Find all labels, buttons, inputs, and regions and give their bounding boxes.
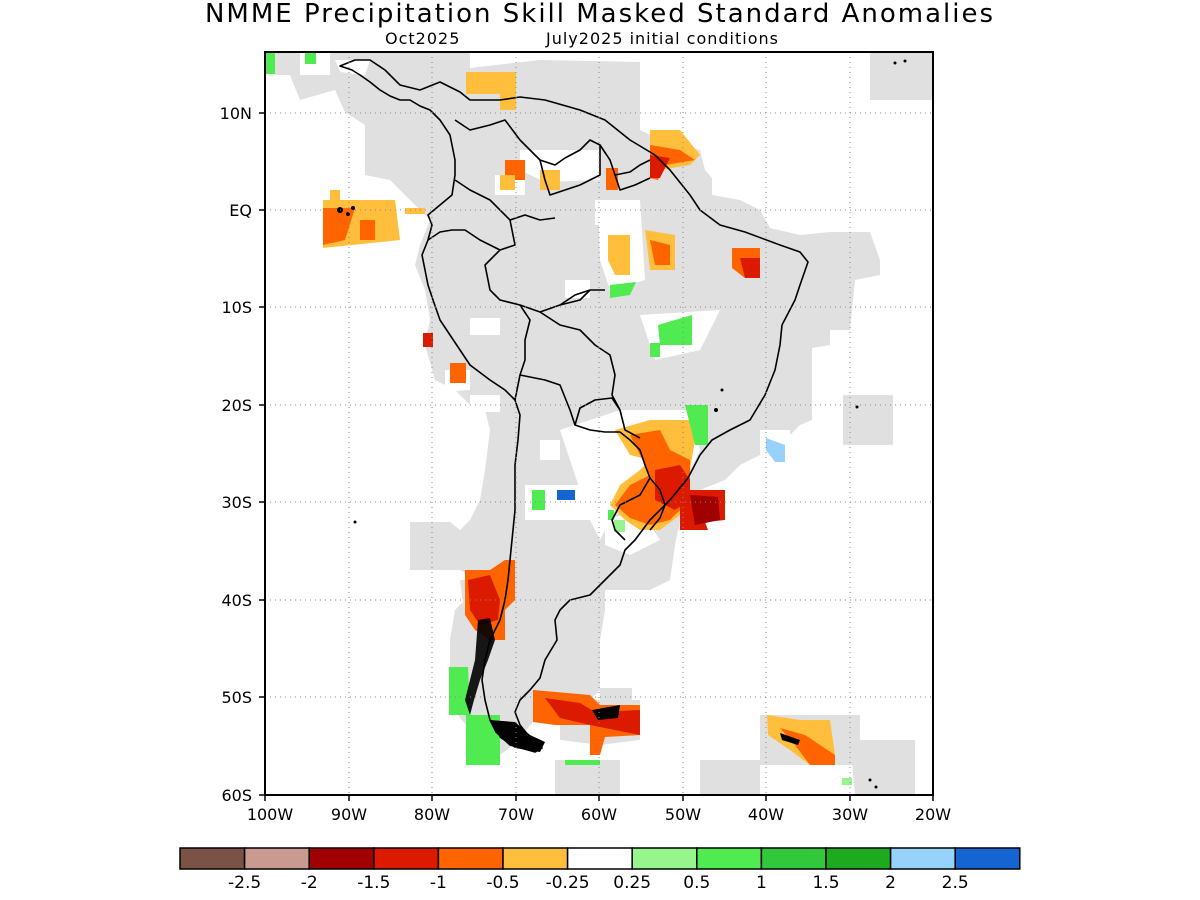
anomaly-patch [614, 520, 625, 532]
anomaly-patches [265, 52, 852, 785]
country-border [519, 374, 620, 433]
colorbar-label: 1 [755, 873, 767, 893]
country-border [559, 289, 605, 306]
anomaly-patch [766, 438, 785, 462]
anomaly-patch [610, 282, 636, 298]
country-border [539, 311, 621, 411]
x-tick-label: 70W [498, 805, 534, 824]
anomaly-patch [360, 220, 375, 240]
x-tick-label: 40W [748, 805, 784, 824]
y-tick-label: 40S [221, 591, 252, 610]
page-title: NMME Precipitation Skill Masked Standard… [204, 0, 996, 29]
anomaly-patch [532, 490, 545, 510]
anomaly-patch [500, 175, 515, 190]
country-border [599, 144, 651, 176]
anomaly-patch [842, 778, 852, 785]
country-border [427, 229, 501, 251]
x-tick-label: 30W [832, 805, 868, 824]
colorbar-swatch [179, 847, 246, 870]
anomaly-patch [468, 575, 500, 625]
anomaly-patch [650, 343, 660, 357]
colorbar-swatch [566, 847, 633, 870]
y-tick-label: 10S [221, 298, 252, 317]
y-tick-label: 10N [220, 104, 252, 123]
anomaly-patch [557, 490, 575, 500]
colorbar-swatch [889, 847, 956, 870]
y-tick-label: 20S [221, 396, 252, 415]
country-border [649, 477, 666, 531]
anomaly-patch [405, 208, 425, 214]
anomaly-patch [780, 728, 835, 765]
colorbar-label: -2 [300, 873, 318, 893]
anomaly-patch [323, 208, 355, 245]
colorbar-swatch [373, 847, 440, 870]
colorbar-swatch [243, 847, 310, 870]
colorbar-swatch [308, 847, 375, 870]
colorbar-swatch [437, 847, 504, 870]
country-border [509, 214, 556, 221]
colorbar-swatch [760, 847, 827, 870]
country-border [454, 179, 591, 313]
colorbar-swatch [954, 847, 1021, 870]
colorbar-swatch [631, 847, 698, 870]
anomaly-patch [330, 190, 340, 200]
initial-conditions-label: July2025 initial conditions [546, 29, 779, 48]
colorbar-label: -1 [429, 873, 447, 893]
anomaly-patch [685, 405, 708, 445]
anomaly-patch [545, 698, 640, 735]
x-tick-label: 50W [665, 805, 701, 824]
anomaly-patch [740, 258, 760, 278]
x-tick-label: 100W [247, 805, 294, 824]
x-tick-labels: 100W 90W 80W 70W 60W 50W 40W 30W 20W [247, 805, 951, 824]
country-border [454, 119, 601, 191]
target-month-label: Oct2025 [385, 29, 461, 48]
country-border [514, 304, 531, 401]
anomaly-patch [608, 235, 630, 275]
colorbar [179, 847, 1021, 870]
chile-archipelago [337, 59, 907, 789]
colorbar-label: -1.5 [357, 873, 391, 893]
country-border [614, 174, 651, 191]
colorbar-label: -2.5 [228, 873, 262, 893]
colorbar-label: -0.25 [545, 873, 590, 893]
colorbar-label: -0.5 [486, 873, 520, 893]
colorbar-label: 0.25 [613, 873, 652, 893]
anomaly-patch [650, 155, 670, 178]
anomaly-patch [265, 52, 275, 74]
y-tick-label: EQ [229, 201, 252, 220]
colorbar-label: 2.5 [941, 873, 969, 893]
anomaly-patch [540, 170, 560, 190]
country-border [574, 397, 641, 439]
colorbar-swatch [696, 847, 763, 870]
anomaly-patch [423, 333, 433, 347]
anomaly-patch [449, 667, 470, 715]
colorbar-label: 0.5 [683, 873, 711, 893]
anomaly-patch [450, 363, 466, 383]
country-border [539, 159, 566, 196]
colorbar-label: 2 [885, 873, 897, 893]
anomaly-patch [650, 240, 670, 265]
anomaly-patch [565, 760, 600, 765]
country-border [611, 431, 651, 541]
y-tick-labels: 10N EQ 10S 20S 30S 40S 50S 60S [220, 104, 252, 805]
colorbar-swatch [502, 847, 569, 870]
colorbar-label: 1.5 [812, 873, 840, 893]
x-tick-label: 20W [915, 805, 951, 824]
x-tick-label: 60W [581, 805, 617, 824]
axis-ticks [259, 112, 934, 801]
x-tick-label: 80W [414, 805, 450, 824]
anomaly-patch [690, 495, 720, 525]
anomaly-patch [466, 715, 500, 765]
x-tick-label: 90W [331, 805, 367, 824]
y-tick-label: 60S [221, 786, 252, 805]
y-tick-label: 30S [221, 493, 252, 512]
y-tick-label: 50S [221, 688, 252, 707]
colorbar-swatch [825, 847, 892, 870]
anomaly-patch [305, 52, 316, 64]
